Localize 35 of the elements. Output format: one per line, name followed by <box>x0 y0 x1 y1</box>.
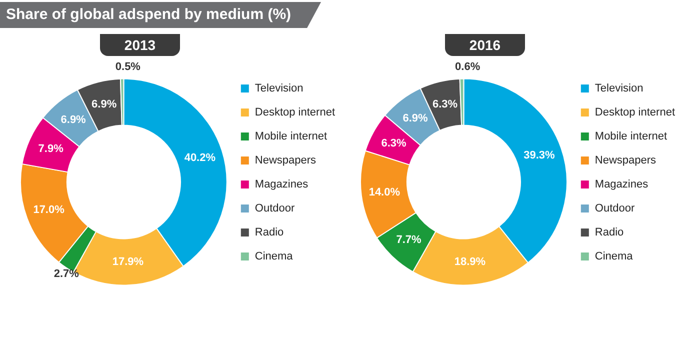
legend-label: Television <box>594 82 644 95</box>
data-label: 6.9% <box>60 114 86 126</box>
legend-label: Outdoor <box>594 202 635 215</box>
data-label: 6.9% <box>402 112 428 124</box>
data-label: 7.7% <box>396 234 422 246</box>
data-label: 2.7% <box>54 268 80 280</box>
legend-label: Desktop internet <box>254 106 336 119</box>
legend-label: Magazines <box>594 178 649 191</box>
legend-label: Newspapers <box>254 154 317 167</box>
data-label: 39.3% <box>524 150 556 162</box>
legend-label: Magazines <box>254 178 309 191</box>
data-label: 6.3% <box>432 98 458 110</box>
legend-label: Radio <box>254 226 284 239</box>
data-label: 0.5% <box>115 60 141 73</box>
chart-title: Share of global adspend by medium (%) <box>0 2 322 28</box>
data-label: 18.9% <box>454 256 486 268</box>
data-label: 40.2% <box>184 152 216 164</box>
legend-label: Mobile internet <box>594 130 668 143</box>
data-label: 17.0% <box>33 204 65 216</box>
data-label: 6.9% <box>92 98 117 110</box>
legend-label: Newspapers <box>594 154 657 167</box>
chart-title: 2016 <box>445 34 525 56</box>
data-label: 7.9% <box>38 143 64 156</box>
data-label: 14.0% <box>368 186 400 199</box>
data-label: 6.3% <box>381 137 406 150</box>
legend-label: Radio <box>594 226 624 239</box>
legend-label: Cinema <box>594 250 634 263</box>
data-label: 0.6% <box>455 60 480 73</box>
legend-label: Desktop internet <box>594 106 676 119</box>
chart-subtitle: 2013 <box>100 34 180 56</box>
legend-label: Outdoor <box>254 202 295 215</box>
legend-label: Television <box>254 82 304 95</box>
legend-label: Cinema <box>254 250 294 263</box>
legend-label: Mobile internet <box>254 130 328 143</box>
data-label: 17.9% <box>112 256 144 268</box>
